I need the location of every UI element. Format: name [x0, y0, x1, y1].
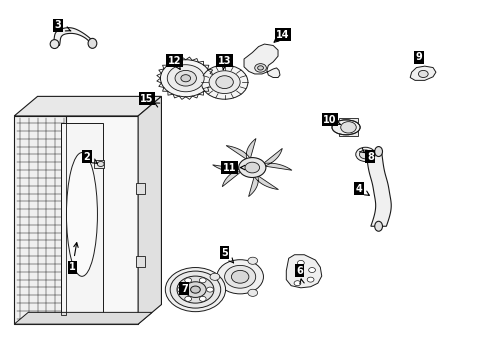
Circle shape	[248, 257, 258, 264]
Circle shape	[167, 65, 204, 92]
Polygon shape	[61, 123, 102, 314]
Text: 11: 11	[222, 163, 236, 172]
Circle shape	[248, 289, 258, 296]
Circle shape	[255, 64, 267, 72]
Ellipse shape	[359, 150, 371, 159]
Ellipse shape	[50, 40, 59, 49]
Ellipse shape	[98, 162, 104, 166]
Ellipse shape	[356, 147, 375, 162]
Circle shape	[239, 158, 266, 177]
Text: 6: 6	[296, 266, 303, 276]
Ellipse shape	[375, 147, 383, 157]
Circle shape	[199, 296, 206, 301]
Circle shape	[201, 65, 248, 99]
Circle shape	[231, 270, 249, 283]
Circle shape	[185, 282, 206, 297]
Text: 3: 3	[54, 20, 61, 30]
Ellipse shape	[88, 39, 97, 48]
Polygon shape	[95, 161, 104, 167]
Circle shape	[199, 278, 206, 283]
Circle shape	[177, 276, 214, 303]
Polygon shape	[263, 148, 292, 170]
Circle shape	[210, 273, 220, 280]
Circle shape	[191, 286, 200, 293]
Text: 13: 13	[218, 56, 231, 66]
Circle shape	[160, 60, 211, 97]
Polygon shape	[339, 118, 358, 136]
Text: 14: 14	[276, 30, 290, 40]
Circle shape	[207, 287, 214, 292]
Circle shape	[165, 267, 225, 312]
Circle shape	[170, 271, 221, 308]
Circle shape	[181, 75, 191, 82]
Ellipse shape	[375, 221, 383, 231]
Circle shape	[297, 260, 304, 265]
Polygon shape	[286, 255, 322, 288]
Polygon shape	[14, 96, 161, 116]
Polygon shape	[213, 165, 242, 187]
Text: 15: 15	[140, 94, 153, 104]
Polygon shape	[136, 256, 146, 267]
Text: 5: 5	[221, 248, 228, 258]
Circle shape	[185, 278, 192, 283]
Circle shape	[175, 71, 196, 86]
Circle shape	[224, 265, 256, 288]
Polygon shape	[138, 96, 161, 324]
Polygon shape	[136, 184, 146, 194]
Text: 2: 2	[84, 152, 91, 162]
Polygon shape	[14, 116, 66, 324]
Polygon shape	[66, 116, 138, 324]
Polygon shape	[14, 312, 152, 324]
Text: 10: 10	[323, 114, 337, 125]
Polygon shape	[53, 28, 94, 45]
Polygon shape	[248, 176, 278, 197]
Circle shape	[185, 296, 192, 301]
Ellipse shape	[341, 122, 356, 133]
Circle shape	[307, 277, 314, 282]
Circle shape	[216, 76, 233, 89]
Text: 1: 1	[69, 262, 76, 272]
Circle shape	[217, 260, 264, 294]
Polygon shape	[244, 44, 280, 77]
Text: 8: 8	[367, 152, 374, 162]
Circle shape	[309, 267, 316, 273]
Circle shape	[294, 281, 301, 286]
Text: 9: 9	[416, 52, 422, 62]
Polygon shape	[366, 152, 391, 226]
Circle shape	[177, 287, 184, 292]
Ellipse shape	[418, 71, 428, 77]
Circle shape	[258, 66, 264, 70]
Text: 7: 7	[181, 284, 188, 293]
Circle shape	[209, 71, 240, 94]
Polygon shape	[410, 66, 436, 80]
Text: 12: 12	[168, 56, 181, 66]
Ellipse shape	[67, 153, 98, 276]
Circle shape	[245, 162, 260, 173]
Polygon shape	[226, 139, 256, 159]
Ellipse shape	[332, 120, 360, 135]
Text: 4: 4	[356, 184, 363, 194]
